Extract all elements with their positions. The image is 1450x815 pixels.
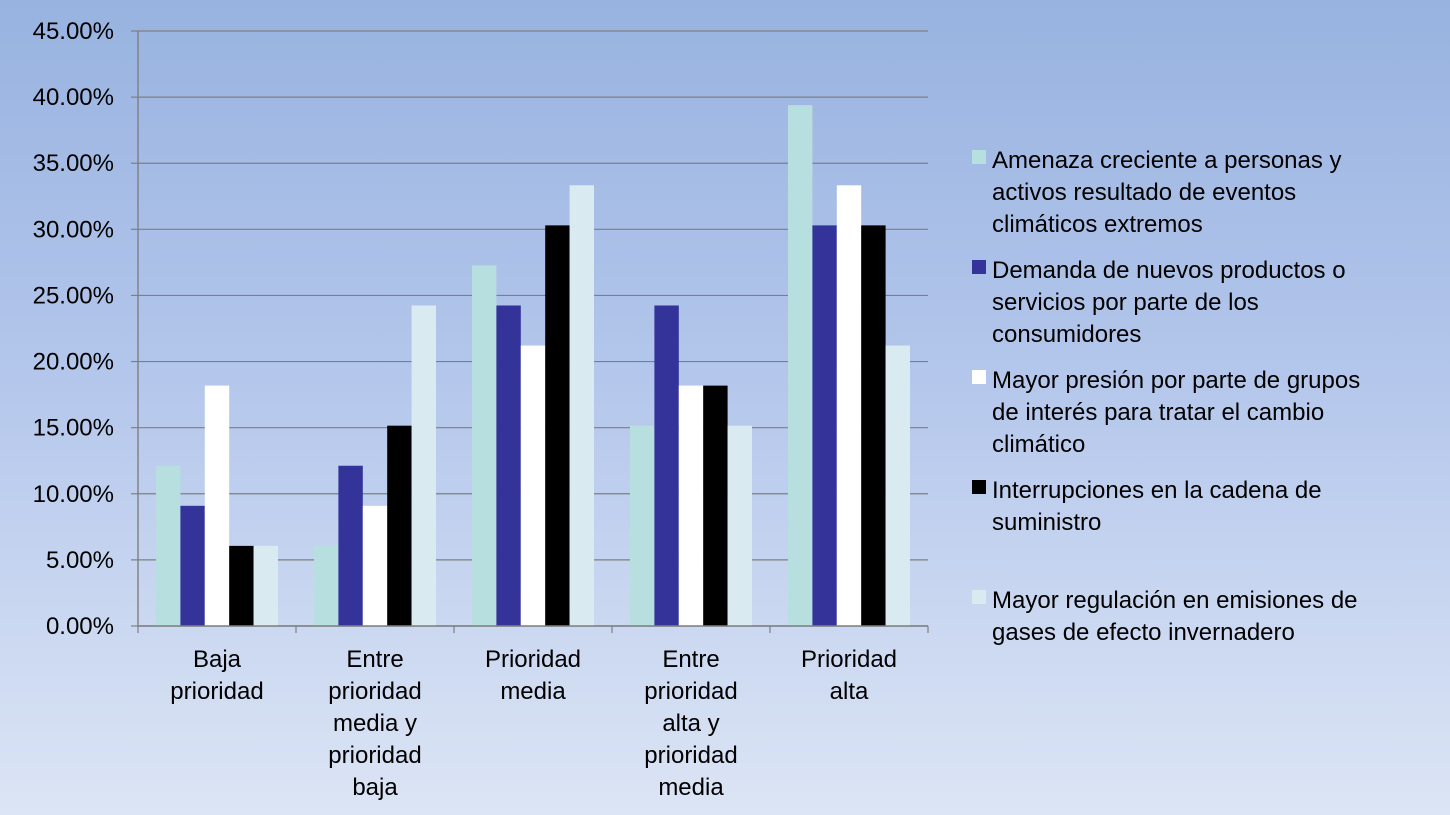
legend-label: Amenaza creciente a personas y activos re… — [992, 147, 1342, 238]
bar — [314, 545, 339, 626]
y-tick-label: 30.00% — [33, 216, 114, 243]
bar — [472, 265, 497, 626]
bar — [362, 505, 388, 626]
bar — [788, 105, 813, 627]
bar — [180, 505, 205, 626]
legend-swatch — [972, 370, 986, 384]
x-category-label: Baja prioridad — [170, 646, 263, 705]
y-tick-label: 15.00% — [33, 415, 114, 442]
y-tick-label: 20.00% — [33, 349, 114, 376]
bar — [885, 345, 910, 626]
legend-label: Demanda de nuevos productos o servicios p… — [992, 257, 1346, 348]
bar — [727, 425, 752, 626]
y-tick-label: 40.00% — [33, 84, 114, 111]
x-category-label: Entre prioridad alta y prioridad media — [644, 646, 737, 801]
bar — [654, 305, 679, 626]
x-category-label: Prioridad media — [485, 646, 581, 705]
bar — [703, 385, 728, 626]
y-tick-label: 5.00% — [46, 547, 114, 574]
x-axis-category-labels: Baja prioridad Entre prioridad media y priori… — [170, 646, 897, 801]
axes — [131, 30, 929, 633]
bar — [545, 225, 570, 626]
bar — [520, 345, 546, 626]
bar — [678, 385, 704, 626]
bar — [229, 545, 254, 626]
legend-label: Mayor regulación en emisiones de gases de… — [992, 587, 1358, 646]
bar — [156, 465, 181, 626]
bar — [496, 305, 521, 626]
y-tick-label: 0.00% — [46, 613, 114, 640]
bar — [569, 185, 594, 626]
y-tick-label: 25.00% — [33, 282, 114, 309]
legend-label: Interrupciones en la cadena de suministro — [992, 477, 1322, 536]
bar — [253, 545, 278, 626]
bar — [630, 425, 655, 626]
legend: Amenaza creciente a personas y activos re… — [972, 147, 1360, 646]
bar — [387, 425, 412, 626]
bar — [411, 305, 436, 626]
legend-swatch — [972, 260, 986, 274]
y-tick-label: 45.00% — [33, 18, 114, 45]
bar — [812, 225, 837, 626]
y-axis-tick-labels: 0.00% 5.00% 10.00% 15.00% 20.00% 25.00% 30.00%… — [33, 18, 114, 640]
bar — [861, 225, 886, 626]
bar — [836, 185, 862, 626]
bar — [338, 465, 363, 626]
legend-swatch — [972, 480, 986, 494]
legend-swatch — [972, 150, 986, 164]
legend-label: Mayor presión por parte de grupos de inte… — [992, 367, 1360, 458]
bars — [156, 105, 910, 627]
x-category-label: Entre prioridad media y prioridad baja — [328, 646, 421, 801]
legend-swatch — [972, 590, 986, 604]
y-tick-label: 35.00% — [33, 150, 114, 177]
y-tick-label: 10.00% — [33, 481, 114, 508]
bar — [204, 385, 230, 626]
x-category-label: Prioridad alta — [801, 646, 897, 705]
